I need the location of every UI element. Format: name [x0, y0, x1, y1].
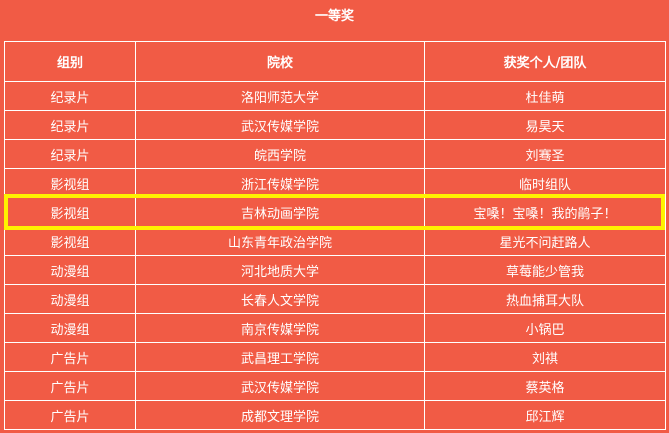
- cell-group: 广告片: [4, 400, 136, 430]
- cell-school: 南京传媒学院: [135, 313, 425, 343]
- cell-winner: 草莓能少管我: [424, 255, 666, 285]
- cell-winner: 刘骞圣: [424, 139, 666, 169]
- table-row: 广告片 武昌理工学院 刘祺: [4, 342, 666, 372]
- cell-winner: 刘祺: [424, 342, 666, 372]
- cell-winner: 蔡英格: [424, 371, 666, 401]
- header-winner: 获奖个人/团队: [424, 41, 666, 82]
- cell-group: 动漫组: [4, 255, 136, 285]
- cell-group: 广告片: [4, 371, 136, 401]
- cell-school: 山东青年政治学院: [135, 226, 425, 256]
- header-group: 组别: [4, 41, 136, 82]
- page-title: 一等奖: [314, 9, 354, 24]
- cell-group: 纪录片: [4, 81, 136, 111]
- award-table: 组别 院校 获奖个人/团队 纪录片 洛阳师范大学 杜佳萌 纪录片 武汉传媒学院 易昊天 纪录…: [4, 41, 666, 430]
- cell-school: 吉林动画学院: [135, 197, 425, 227]
- table-row: 动漫组 长春人文学院 热血捕耳大队: [4, 284, 666, 314]
- cell-winner: 小锅巴: [424, 313, 666, 343]
- cell-group: 动漫组: [4, 313, 136, 343]
- table-row-highlighted: 影视组 吉林动画学院 宝嗓！宝嗓！我的鹃子！: [4, 197, 666, 227]
- cell-winner: 杜佳萌: [424, 81, 666, 111]
- table-row: 纪录片 洛阳师范大学 杜佳萌: [4, 81, 666, 111]
- cell-group: 影视组: [4, 197, 136, 227]
- table-row: 纪录片 武汉传媒学院 易昊天: [4, 110, 666, 140]
- cell-winner: 邱江辉: [424, 400, 666, 430]
- table-row: 影视组 山东青年政治学院 星光不问赶路人: [4, 226, 666, 256]
- cell-school: 武汉传媒学院: [135, 371, 425, 401]
- cell-group: 纪录片: [4, 139, 136, 169]
- cell-school: 浙江传媒学院: [135, 168, 425, 198]
- table-row: 纪录片 皖西学院 刘骞圣: [4, 139, 666, 169]
- cell-group: 动漫组: [4, 284, 136, 314]
- cell-school: 成都文理学院: [135, 400, 425, 430]
- cell-school: 皖西学院: [135, 139, 425, 169]
- table-row: 动漫组 南京传媒学院 小锅巴: [4, 313, 666, 343]
- cell-school: 武汉传媒学院: [135, 110, 425, 140]
- cell-winner: 宝嗓！宝嗓！我的鹃子！: [424, 197, 666, 227]
- cell-winner: 星光不问赶路人: [424, 226, 666, 256]
- cell-group: 广告片: [4, 342, 136, 372]
- cell-winner: 易昊天: [424, 110, 666, 140]
- cell-group: 影视组: [4, 168, 136, 198]
- table-header-row: 组别 院校 获奖个人/团队: [4, 41, 666, 82]
- header-school: 院校: [135, 41, 425, 82]
- cell-school: 洛阳师范大学: [135, 81, 425, 111]
- table-row: 广告片 成都文理学院 邱江辉: [4, 400, 666, 430]
- table-row: 影视组 浙江传媒学院 临时组队: [4, 168, 666, 198]
- cell-winner: 热血捕耳大队: [424, 284, 666, 314]
- cell-school: 武昌理工学院: [135, 342, 425, 372]
- cell-winner: 临时组队: [424, 168, 666, 198]
- table-row: 广告片 武汉传媒学院 蔡英格: [4, 371, 666, 401]
- cell-school: 长春人文学院: [135, 284, 425, 314]
- cell-group: 纪录片: [4, 110, 136, 140]
- cell-school: 河北地质大学: [135, 255, 425, 285]
- table-row: 动漫组 河北地质大学 草莓能少管我: [4, 255, 666, 285]
- cell-group: 影视组: [4, 226, 136, 256]
